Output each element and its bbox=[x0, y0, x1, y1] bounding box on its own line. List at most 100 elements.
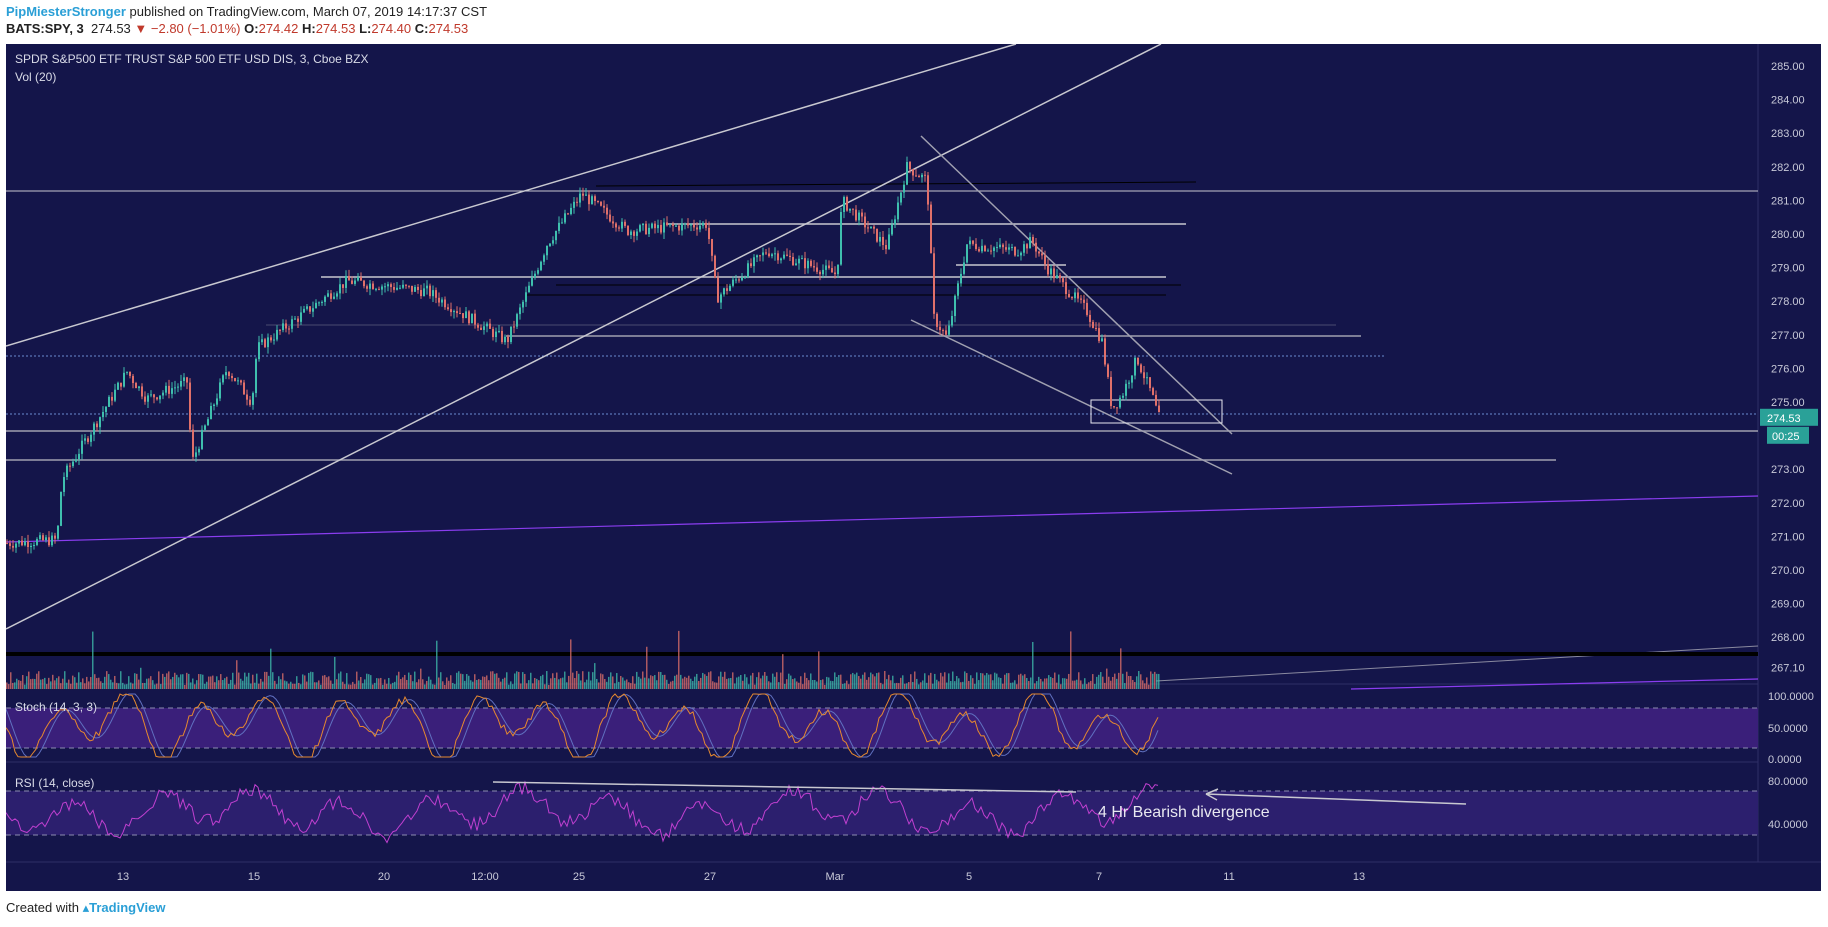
volume-bar bbox=[328, 676, 330, 689]
candle-body bbox=[168, 385, 170, 394]
candle-body bbox=[222, 375, 224, 383]
candle-body bbox=[45, 537, 47, 541]
volume-bar bbox=[46, 684, 48, 689]
volume-bar bbox=[946, 682, 948, 689]
candle-body bbox=[615, 223, 617, 228]
candle-body bbox=[870, 226, 872, 229]
volume-bar bbox=[202, 674, 204, 689]
candle-body bbox=[177, 386, 179, 388]
candle-body bbox=[648, 227, 650, 235]
candle-body bbox=[813, 266, 815, 268]
volume-bar bbox=[14, 682, 16, 689]
volume-bar bbox=[90, 677, 92, 689]
stoch-tick-label: 0.0000 bbox=[1768, 754, 1802, 766]
candle-body bbox=[972, 240, 974, 244]
volume-bar bbox=[406, 679, 408, 689]
volume-bar bbox=[338, 673, 340, 689]
candle-body bbox=[87, 438, 89, 442]
volume-bar bbox=[6, 682, 8, 689]
candle-body bbox=[120, 382, 122, 387]
candle-body bbox=[801, 258, 803, 260]
candle-body bbox=[162, 392, 164, 396]
volume-bar bbox=[464, 680, 466, 689]
volume-bar bbox=[50, 681, 52, 689]
volume-bar bbox=[484, 676, 486, 689]
chart-canvas[interactable]: 285.00 284.00 283.00 282.00 281.00 280.00 279.… bbox=[5, 43, 1821, 891]
candle-body bbox=[180, 380, 182, 387]
volume-bar bbox=[196, 680, 198, 689]
volume-bar bbox=[652, 676, 654, 689]
volume-bar bbox=[628, 682, 630, 689]
volume-bar bbox=[66, 682, 68, 689]
volume-bar bbox=[180, 674, 182, 689]
volume-bar bbox=[1046, 678, 1048, 689]
volume-bar bbox=[246, 676, 248, 689]
trend-line-purple bbox=[1350, 678, 1759, 690]
tradingview-link[interactable]: TradingView bbox=[89, 900, 166, 915]
candle-body bbox=[828, 265, 830, 269]
volume-bar bbox=[972, 678, 974, 689]
volume-bar bbox=[544, 684, 546, 689]
candle-body bbox=[399, 287, 401, 289]
volume-bar bbox=[120, 671, 122, 689]
volume-bar bbox=[1154, 671, 1156, 689]
volume-bar bbox=[100, 681, 102, 689]
candle-body bbox=[216, 398, 218, 405]
candle-body bbox=[318, 302, 320, 304]
volume-bar bbox=[1096, 676, 1098, 689]
volume-bar bbox=[954, 681, 956, 689]
author-link[interactable]: PipMiesterStronger bbox=[6, 4, 126, 19]
volume-bar bbox=[844, 683, 846, 689]
volume-bar bbox=[970, 675, 972, 689]
candle-body bbox=[942, 330, 944, 332]
volume-bar bbox=[838, 675, 840, 689]
volume-bar bbox=[950, 681, 952, 689]
candle-body bbox=[939, 326, 941, 331]
volume-bar bbox=[782, 654, 784, 689]
candle-body bbox=[681, 223, 683, 231]
volume-bar bbox=[426, 680, 428, 689]
candle-body bbox=[414, 286, 416, 292]
volume-bar bbox=[224, 678, 226, 689]
volume-bar bbox=[102, 682, 104, 689]
volume-bar bbox=[908, 682, 910, 689]
candle-body bbox=[975, 243, 977, 250]
volume-bar bbox=[660, 672, 662, 689]
candle-body bbox=[441, 299, 443, 303]
candle-body bbox=[603, 205, 605, 208]
candle-body bbox=[33, 544, 35, 546]
volume-bar bbox=[572, 672, 574, 689]
volume-bar bbox=[1016, 684, 1018, 689]
candle-body bbox=[687, 223, 689, 226]
candle-body bbox=[816, 267, 818, 272]
volume-bar bbox=[184, 684, 186, 689]
candle-body bbox=[957, 283, 959, 296]
volume-bar bbox=[402, 677, 404, 689]
volume-bar bbox=[466, 674, 468, 689]
candle-body bbox=[261, 339, 263, 343]
volume-bar bbox=[568, 675, 570, 689]
volume-bar bbox=[612, 676, 614, 689]
volume-bar bbox=[364, 679, 366, 689]
volume-bar bbox=[42, 679, 44, 689]
volume-bar bbox=[602, 674, 604, 689]
candle-body bbox=[267, 337, 269, 348]
volume-bar bbox=[978, 680, 980, 689]
volume-bar bbox=[906, 683, 908, 689]
volume-bar bbox=[714, 682, 716, 689]
chart-svg[interactable]: 285.00 284.00 283.00 282.00 281.00 280.00 279.… bbox=[5, 43, 1821, 891]
volume-bar bbox=[772, 673, 774, 689]
volume-bar bbox=[802, 684, 804, 689]
volume-bar bbox=[894, 683, 896, 689]
candle-body bbox=[357, 277, 359, 281]
candle-body bbox=[306, 306, 308, 309]
candle-body bbox=[549, 243, 551, 246]
candle-body bbox=[483, 326, 485, 330]
candle-body bbox=[858, 212, 860, 221]
volume-bar bbox=[404, 674, 406, 689]
volume-bar bbox=[876, 673, 878, 689]
candle-body bbox=[588, 194, 590, 205]
volume-bar bbox=[960, 682, 962, 689]
volume-bar bbox=[356, 671, 358, 689]
candle-body bbox=[156, 397, 158, 400]
